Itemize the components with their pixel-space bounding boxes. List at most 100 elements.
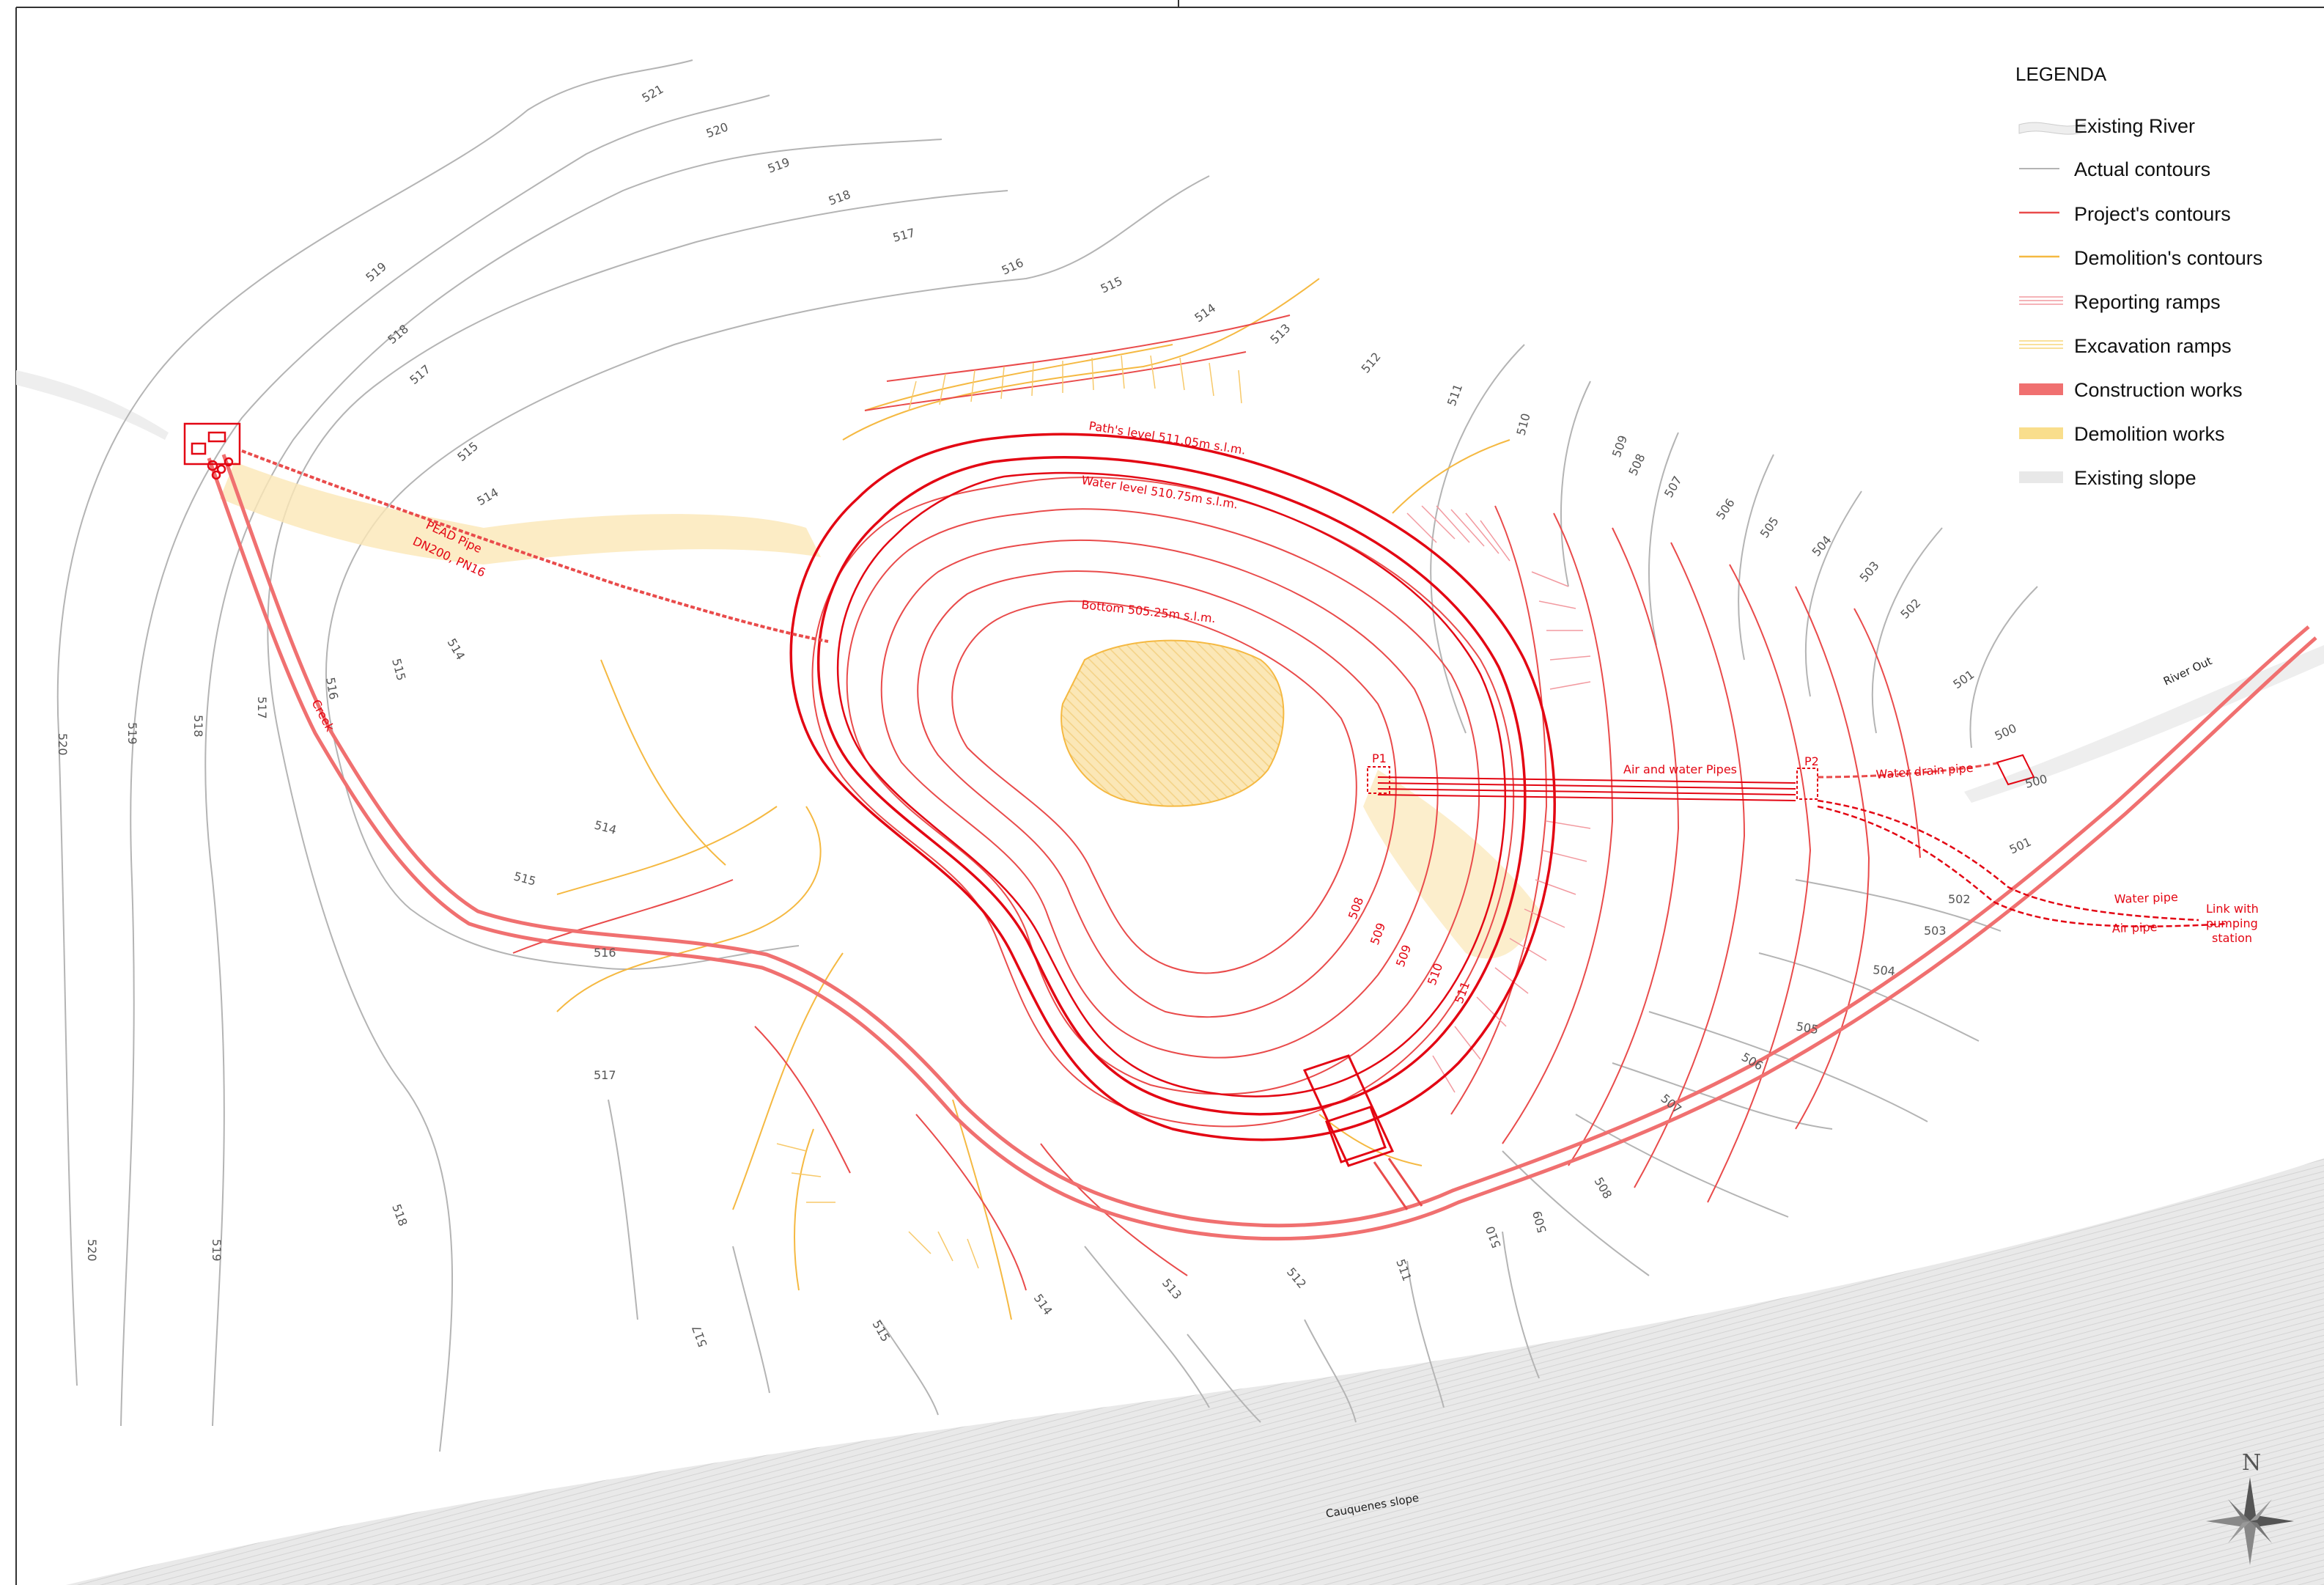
- contour-label: 516: [594, 946, 616, 960]
- contour-label: 518: [385, 322, 411, 347]
- contour-label: 519: [766, 155, 792, 175]
- outlet-channel: [1373, 1158, 1423, 1210]
- legend-label: Existing River: [2074, 115, 2195, 137]
- legend-swatch-fill: [2019, 427, 2063, 439]
- label-link-3: station: [2212, 931, 2252, 945]
- air-water-pipes: [1367, 766, 1818, 801]
- legend: LEGENDA Existing River Actual contours P…: [2015, 63, 2262, 489]
- contour-label: 507: [1661, 474, 1685, 500]
- contour-label: 514: [1192, 301, 1218, 325]
- contour-label: 510: [1483, 1224, 1503, 1250]
- contour-label: 512: [1284, 1265, 1309, 1291]
- contour-label: 501: [2007, 834, 2034, 856]
- pead-pipe: [241, 449, 829, 643]
- label-air-pipe: Air pipe: [2111, 920, 2157, 935]
- label-p2: P2: [1804, 754, 1819, 768]
- contour-label: 510: [1514, 412, 1533, 437]
- contour-label: 509: [1609, 433, 1630, 459]
- contour-label: 508: [1592, 1175, 1615, 1202]
- contour-label: 500: [1993, 721, 2019, 743]
- contour-label: 508: [1626, 452, 1648, 478]
- label-water-pipe: Water pipe: [2114, 890, 2178, 906]
- contour-label: 514: [593, 818, 618, 837]
- contour-label: 517: [891, 226, 916, 245]
- air-pipe-line: [1817, 805, 2229, 927]
- demolition-band-right: [1363, 770, 1539, 959]
- label-bottom: Bottom 505.25m s.l.m.: [1081, 597, 1217, 625]
- label-river-out: River Out: [2161, 654, 2214, 688]
- contour-label: 517: [689, 1323, 709, 1349]
- contour-label: 512: [1359, 350, 1384, 376]
- existing-river-right: [1964, 645, 2324, 803]
- label-air-water-pipes: Air and water Pipes: [1623, 762, 1737, 776]
- legend-swatch-hatch: [2019, 296, 2063, 305]
- legend-label: Demolition's contours: [2074, 247, 2262, 269]
- contour-label: 520: [85, 1239, 99, 1262]
- creek-road: [207, 454, 2317, 1241]
- label-link-2: pumping: [2206, 916, 2258, 930]
- project-contours: [512, 315, 1921, 1291]
- legend-swatch-fill: [2019, 383, 2063, 395]
- legend-item-excavation-ramps: Excavation ramps: [2019, 335, 2232, 357]
- legend-label: Existing slope: [2074, 467, 2196, 489]
- contour-label: 519: [363, 260, 389, 284]
- contour-label-red: 510: [1425, 961, 1445, 987]
- contour-label: 509: [1530, 1209, 1549, 1234]
- contour-label: 518: [191, 715, 205, 738]
- water-drain-pipe: [1817, 761, 2002, 779]
- contour-label: 518: [827, 187, 852, 207]
- contour-label: 503: [1857, 559, 1882, 585]
- contour-label: 505: [1757, 514, 1782, 540]
- contour-label: 520: [56, 733, 70, 756]
- contour-label: 517: [594, 1068, 616, 1082]
- legend-label: Construction works: [2074, 379, 2243, 401]
- contour-label: 519: [125, 722, 139, 745]
- contour-label: 506: [1714, 496, 1738, 522]
- contour-label: 518: [389, 1202, 410, 1228]
- demolition-band-left: [220, 462, 821, 565]
- contour-label: 503: [1924, 924, 1947, 938]
- legend-label: Project's contours: [2074, 203, 2231, 225]
- legend-label: Reporting ramps: [2074, 291, 2221, 313]
- legend-swatch-hatch: [2019, 340, 2063, 349]
- contour-label: 517: [255, 696, 269, 719]
- contour-label: 514: [445, 636, 468, 663]
- drain-outlet: [1996, 754, 2035, 786]
- construction-embankment: [789, 433, 1556, 1167]
- legend-item-demolition-works: Demolition works: [2019, 423, 2225, 445]
- contour-label: 516: [1000, 255, 1026, 277]
- contour-label: 514: [475, 485, 501, 509]
- label-path-level: Path's level 511.05m s.l.m.: [1088, 419, 1247, 457]
- contour-label: 515: [870, 1318, 893, 1345]
- legend-item-actual-contours: Actual contours: [2019, 158, 2210, 180]
- label-p1: P1: [1372, 751, 1387, 765]
- excavation-ramps: [776, 355, 1242, 1269]
- legend-swatch-fill: [2019, 471, 2063, 483]
- contour-label: 515: [1099, 273, 1125, 295]
- legend-label: Excavation ramps: [2074, 335, 2232, 357]
- contour-label: 521: [640, 82, 666, 106]
- contour-label: 511: [1393, 1257, 1414, 1283]
- contour-label: 502: [1948, 892, 1971, 906]
- contour-label-red: 508: [1346, 895, 1366, 921]
- demolition-works-area: [1060, 639, 1285, 807]
- contour-label: 502: [1897, 596, 1923, 622]
- drawing-frame: [15, 0, 2324, 1585]
- legend-item-existing-slope: Existing slope: [2019, 467, 2196, 489]
- legend-item-reporting-ramps: Reporting ramps: [2019, 291, 2221, 313]
- legend-label: Actual contours: [2074, 158, 2210, 180]
- reporting-ramps: [1406, 505, 1591, 1093]
- legend-label: Demolition works: [2074, 423, 2225, 445]
- contour-label: 515: [512, 869, 537, 889]
- contour-label: 517: [407, 362, 433, 387]
- contour-label: 515: [454, 439, 481, 464]
- label-link-1: Link with: [2206, 902, 2259, 916]
- contour-label: 505: [1795, 1019, 1819, 1037]
- contour-label: 511: [1445, 382, 1465, 408]
- contour-label: 515: [389, 657, 408, 682]
- north-arrow-icon: N: [2206, 1450, 2294, 1565]
- water-pipe-line: [1817, 799, 2199, 922]
- intake-structure: [183, 422, 241, 480]
- contour-label: 516: [323, 676, 341, 700]
